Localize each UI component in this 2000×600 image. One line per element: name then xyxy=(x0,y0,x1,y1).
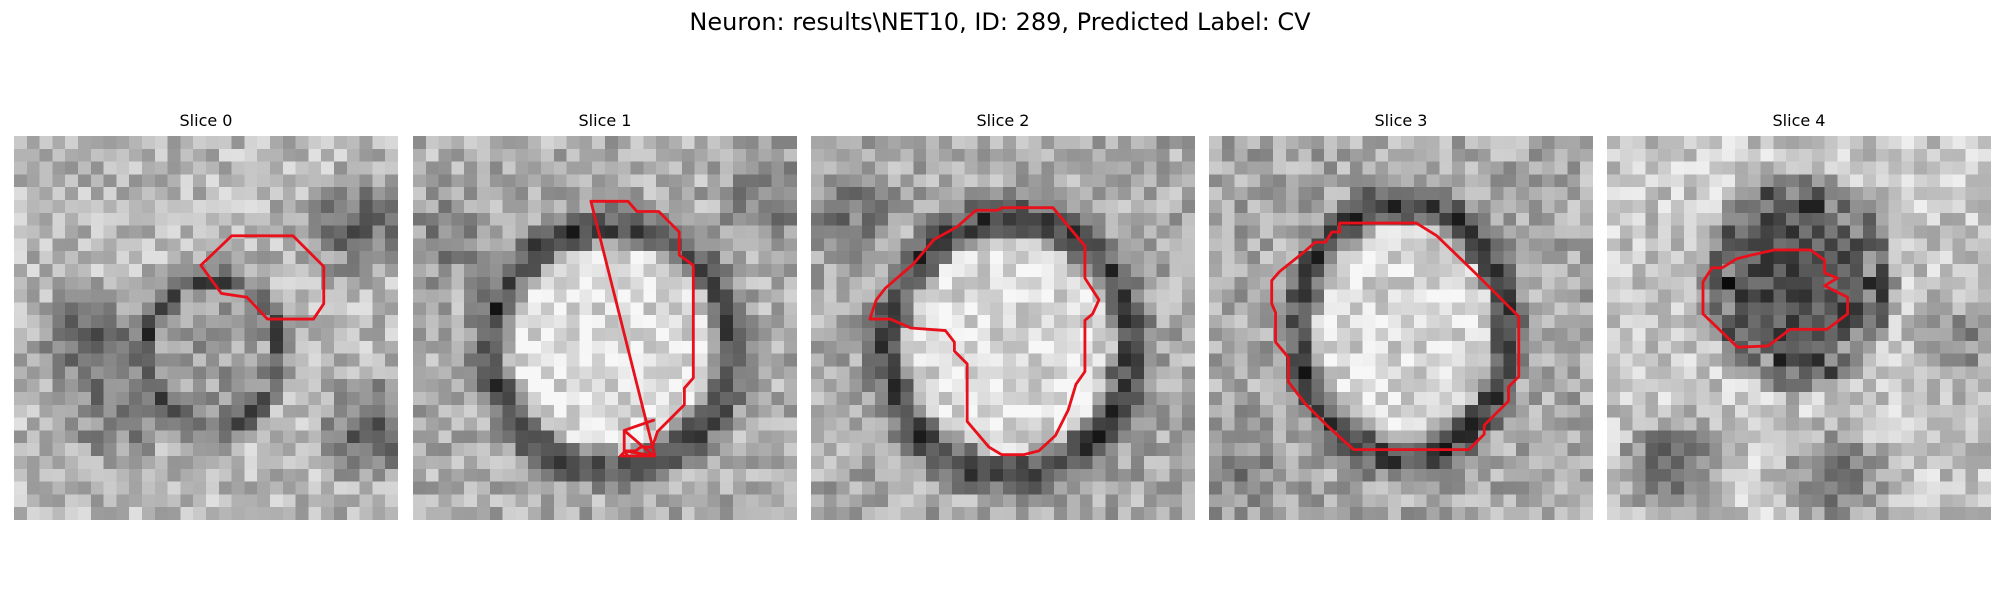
slice-title: Slice 2 xyxy=(976,111,1030,130)
slice-title: Slice 4 xyxy=(1772,111,1826,130)
slice-panel-4: Slice 4 xyxy=(1607,108,1991,520)
slice-pixels xyxy=(413,136,797,520)
slice-panel-2: Slice 2 xyxy=(811,108,1195,520)
slice-title: Slice 3 xyxy=(1374,111,1428,130)
slice-image-4 xyxy=(1607,136,1991,520)
predicted-contour xyxy=(199,234,326,321)
slice-image-0 xyxy=(14,136,398,520)
predicted-contour xyxy=(1270,221,1521,452)
slice-pixels xyxy=(1209,136,1593,520)
slice-image-3 xyxy=(1209,136,1593,520)
slice-panel-3: Slice 3 xyxy=(1209,108,1593,520)
slice-pixels xyxy=(811,136,1195,520)
slice-panel-1: Slice 1 xyxy=(413,108,797,520)
slice-title: Slice 0 xyxy=(179,111,233,130)
slice-title: Slice 1 xyxy=(578,111,632,130)
slice-image-1 xyxy=(413,136,797,520)
predicted-contour xyxy=(1701,248,1850,349)
slice-pixels xyxy=(14,136,398,520)
predicted-contour xyxy=(589,199,695,458)
slice-pixels xyxy=(1607,136,1991,520)
figure-title: Neuron: results\NET10, ID: 289, Predicte… xyxy=(689,8,1311,36)
slice-panel-0: Slice 0 xyxy=(14,108,398,520)
predicted-contour xyxy=(868,206,1101,457)
slice-image-2 xyxy=(811,136,1195,520)
